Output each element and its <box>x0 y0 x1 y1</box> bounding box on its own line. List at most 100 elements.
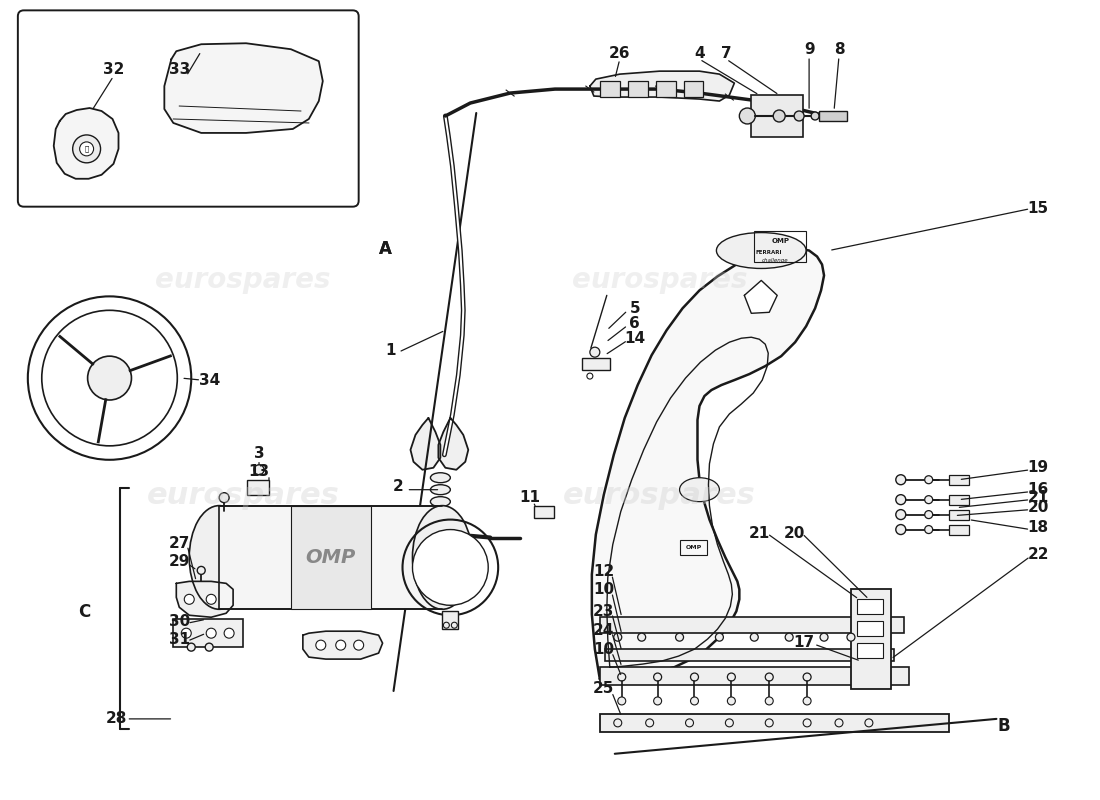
Bar <box>857 599 883 614</box>
Circle shape <box>766 673 773 681</box>
Text: C: C <box>78 603 90 622</box>
Circle shape <box>42 310 177 446</box>
Ellipse shape <box>430 497 450 506</box>
Bar <box>442 611 459 630</box>
Circle shape <box>925 476 933 484</box>
Text: 32: 32 <box>102 62 124 77</box>
Polygon shape <box>590 71 735 101</box>
Text: 33: 33 <box>168 62 190 77</box>
Ellipse shape <box>716 233 806 269</box>
Text: eurospares: eurospares <box>572 266 747 294</box>
Circle shape <box>187 643 195 651</box>
Circle shape <box>206 628 217 638</box>
Text: 30: 30 <box>168 614 190 629</box>
Circle shape <box>811 112 819 120</box>
Text: 29: 29 <box>168 554 190 569</box>
Text: FERRARI: FERRARI <box>756 250 782 255</box>
Bar <box>535 506 554 518</box>
Circle shape <box>73 135 100 163</box>
Text: 13: 13 <box>249 464 270 479</box>
Circle shape <box>224 628 234 638</box>
Bar <box>751 95 803 137</box>
Circle shape <box>715 633 724 641</box>
Bar <box>582 358 609 370</box>
Text: 9: 9 <box>804 42 814 57</box>
Ellipse shape <box>189 506 249 610</box>
Bar <box>290 506 371 610</box>
Circle shape <box>727 673 736 681</box>
Circle shape <box>354 640 364 650</box>
Circle shape <box>727 697 736 705</box>
Polygon shape <box>54 108 119 178</box>
Circle shape <box>691 673 698 681</box>
Text: OMP: OMP <box>685 545 702 550</box>
Text: 27: 27 <box>168 536 190 551</box>
Text: 20: 20 <box>1027 500 1049 515</box>
Circle shape <box>803 697 811 705</box>
Text: 4: 4 <box>694 46 705 61</box>
Ellipse shape <box>412 506 472 610</box>
Bar <box>605 649 894 661</box>
Bar <box>628 81 648 97</box>
Polygon shape <box>410 514 459 550</box>
Text: 12: 12 <box>593 564 615 579</box>
Text: 1: 1 <box>385 342 396 358</box>
Polygon shape <box>439 418 469 470</box>
Text: B: B <box>997 717 1010 735</box>
Text: 23: 23 <box>593 604 615 618</box>
Text: 19: 19 <box>1027 460 1049 475</box>
Bar <box>219 506 442 610</box>
Text: OMP: OMP <box>306 548 356 567</box>
Ellipse shape <box>430 521 450 530</box>
Circle shape <box>821 633 828 641</box>
Bar <box>600 667 909 685</box>
Text: 14: 14 <box>624 330 646 346</box>
Bar <box>248 480 270 494</box>
Circle shape <box>182 628 191 638</box>
Text: eurospares: eurospares <box>563 481 756 510</box>
Text: 31: 31 <box>168 632 190 646</box>
Text: 2: 2 <box>393 479 404 494</box>
Circle shape <box>750 633 758 641</box>
Bar <box>857 622 883 636</box>
Text: 25: 25 <box>593 682 615 697</box>
Text: A: A <box>379 239 392 258</box>
Polygon shape <box>745 281 778 314</box>
Text: eurospares: eurospares <box>155 266 331 294</box>
Circle shape <box>925 496 933 504</box>
Circle shape <box>803 673 811 681</box>
Bar <box>600 618 904 633</box>
Ellipse shape <box>430 509 450 518</box>
Circle shape <box>785 633 793 641</box>
Ellipse shape <box>430 485 450 494</box>
Circle shape <box>925 510 933 518</box>
Circle shape <box>895 525 905 534</box>
Ellipse shape <box>680 478 719 502</box>
Text: 10: 10 <box>593 582 615 597</box>
Circle shape <box>739 108 756 124</box>
Text: A: A <box>379 239 392 258</box>
FancyBboxPatch shape <box>18 10 359 206</box>
Text: eurospares: eurospares <box>146 481 340 510</box>
Circle shape <box>336 640 345 650</box>
Bar <box>656 81 675 97</box>
Text: 28: 28 <box>106 711 128 726</box>
Circle shape <box>219 493 229 502</box>
Circle shape <box>895 494 905 505</box>
Circle shape <box>316 640 326 650</box>
Text: 8: 8 <box>834 42 845 57</box>
Circle shape <box>28 296 191 460</box>
Circle shape <box>691 697 698 705</box>
Text: 26: 26 <box>609 46 630 61</box>
Circle shape <box>412 530 488 606</box>
Circle shape <box>614 633 622 641</box>
Circle shape <box>794 111 804 121</box>
Bar <box>174 619 243 647</box>
Polygon shape <box>176 582 233 618</box>
Circle shape <box>766 697 773 705</box>
Circle shape <box>197 566 206 574</box>
Text: 22: 22 <box>1027 547 1049 562</box>
Text: 17: 17 <box>793 634 815 650</box>
Text: 🐴: 🐴 <box>85 146 89 152</box>
Circle shape <box>653 673 661 681</box>
